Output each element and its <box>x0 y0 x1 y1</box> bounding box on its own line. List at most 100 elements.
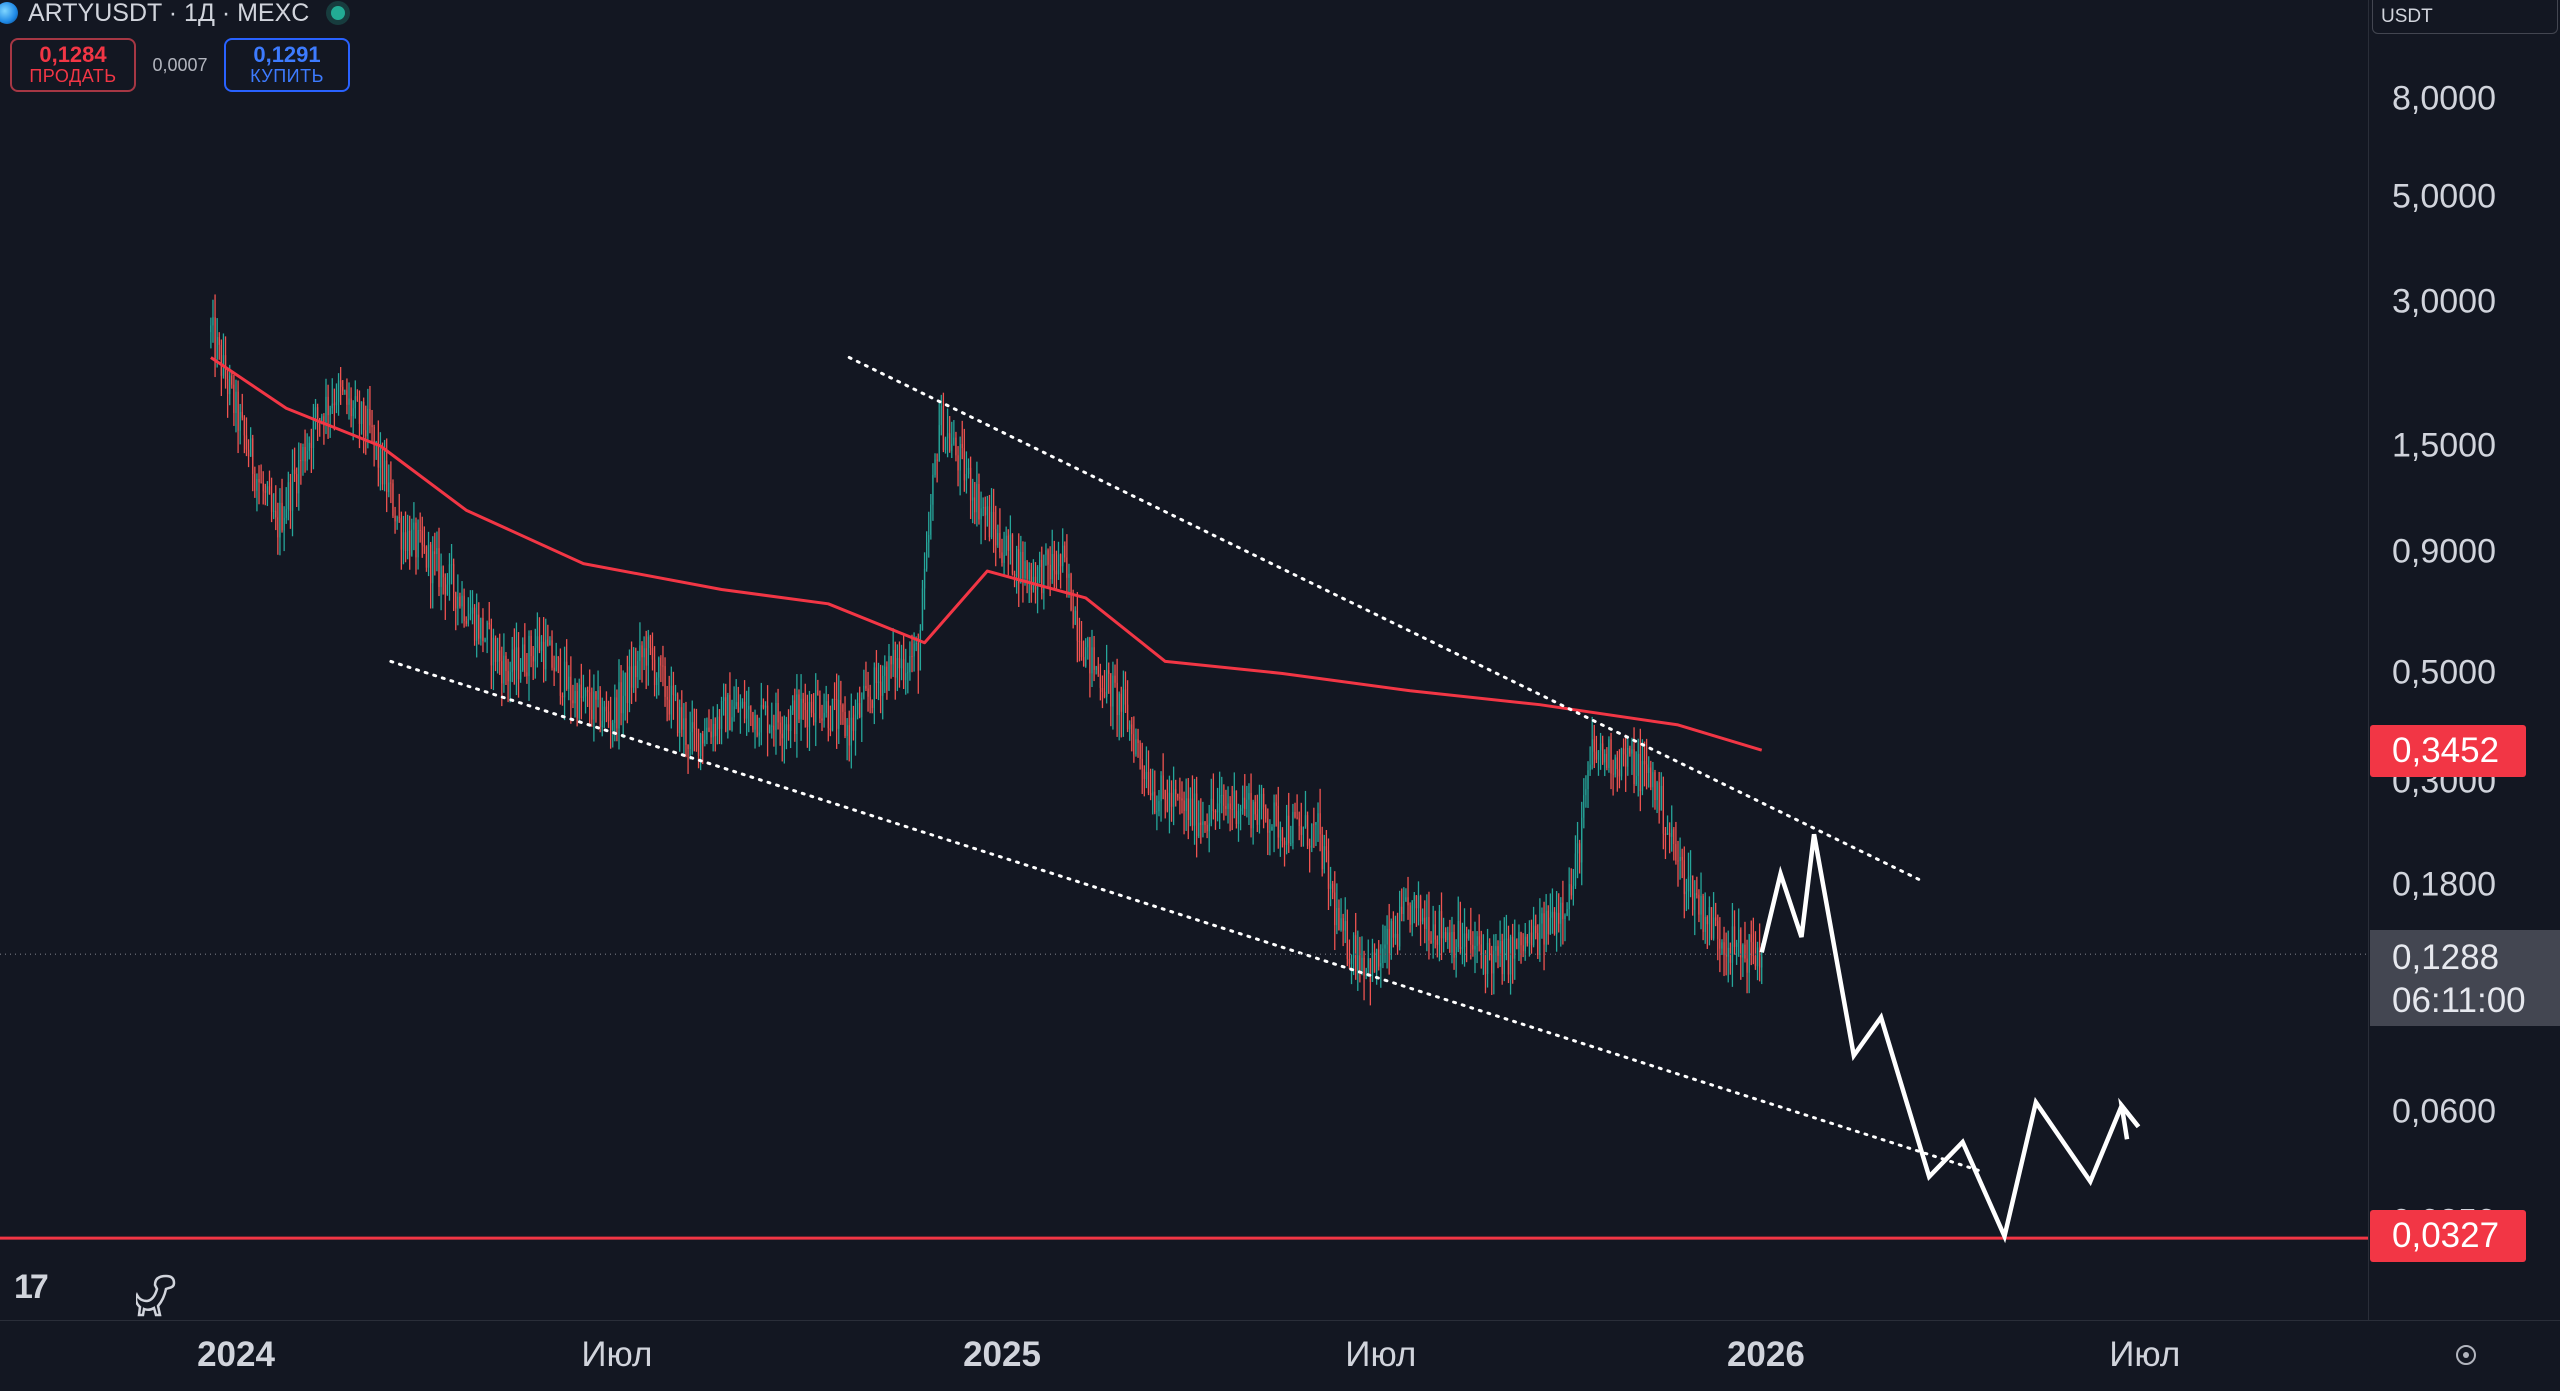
candle-body <box>794 700 796 735</box>
symbol-header[interactable]: ARTYUSDT · 1Д · MEXC <box>0 0 346 27</box>
coin-icon <box>0 2 18 24</box>
candle-body <box>951 443 953 451</box>
candle <box>486 620 488 654</box>
candle <box>549 636 551 646</box>
candle-body <box>605 706 608 712</box>
tradingview-logo-icon[interactable]: 17 <box>14 1268 49 1306</box>
candle <box>1455 939 1457 978</box>
candle <box>804 683 806 728</box>
candle <box>484 637 486 643</box>
settings-icon[interactable] <box>2456 1345 2476 1365</box>
candle <box>578 678 580 723</box>
candle <box>496 637 499 674</box>
candle <box>476 593 478 658</box>
candle <box>863 669 865 700</box>
candle <box>400 511 402 570</box>
sell-button[interactable]: 0,1284 ПРОДАТЬ <box>10 38 136 92</box>
price-axis[interactable] <box>2368 0 2560 1320</box>
candle-body <box>737 702 739 713</box>
candle-body <box>406 530 409 552</box>
candle <box>1547 905 1549 945</box>
candle <box>1045 543 1047 566</box>
candle-body <box>1654 772 1656 801</box>
candle-body <box>1507 938 1510 975</box>
candle <box>1754 931 1757 970</box>
candle-body <box>691 722 693 733</box>
candle <box>1662 776 1665 850</box>
candle-body <box>488 622 490 625</box>
candle-body <box>1677 860 1679 862</box>
currency-selector[interactable]: USDT <box>2372 0 2558 34</box>
candle-body <box>505 655 507 672</box>
candle-body <box>1053 554 1055 571</box>
candle <box>882 665 884 720</box>
candle <box>902 635 905 690</box>
candle <box>1396 912 1399 955</box>
candle <box>1047 548 1049 589</box>
candle <box>743 680 746 724</box>
candle-body <box>496 650 499 662</box>
candle <box>890 655 892 679</box>
candle-body <box>932 474 934 505</box>
candle <box>846 718 848 761</box>
candle <box>789 705 792 749</box>
candle-body <box>1648 767 1650 774</box>
candle-body <box>1566 908 1568 916</box>
candle-body <box>781 733 783 739</box>
candle <box>1635 751 1637 786</box>
candle <box>746 690 748 736</box>
candle-body <box>915 643 917 645</box>
candle <box>473 604 476 646</box>
candle-body <box>1137 739 1139 744</box>
candle <box>526 653 528 684</box>
candle-body <box>1700 895 1702 915</box>
candle-body <box>660 657 662 666</box>
time-axis[interactable] <box>0 1320 2560 1391</box>
candle-body <box>1572 885 1575 896</box>
candle <box>1338 899 1340 931</box>
candle-body <box>1591 739 1593 765</box>
candle <box>256 473 258 512</box>
candle-body <box>212 317 214 326</box>
candle-body <box>373 426 375 444</box>
candle <box>1620 747 1623 781</box>
candle <box>519 658 522 683</box>
candle-body <box>298 460 300 494</box>
candle-body <box>662 665 664 667</box>
candle-body <box>884 666 886 676</box>
candle-body <box>471 607 474 614</box>
candle <box>1181 781 1183 814</box>
candle-body <box>530 635 532 657</box>
dino-icon[interactable] <box>136 1272 180 1318</box>
candle-body <box>1189 798 1192 820</box>
candle-body <box>580 684 582 698</box>
candle <box>1652 761 1654 808</box>
candle-body <box>1532 925 1535 946</box>
candle-body <box>1007 535 1009 551</box>
candle-body <box>869 696 871 701</box>
candle <box>1689 850 1692 898</box>
candle-body <box>1627 747 1629 767</box>
candle-body <box>741 701 744 708</box>
candle-body <box>875 667 878 684</box>
candle-body <box>1606 753 1608 768</box>
candle <box>1645 738 1648 790</box>
candle <box>1698 889 1700 923</box>
candle-body <box>1451 931 1453 953</box>
candle-body <box>653 659 656 686</box>
candle-body <box>1419 895 1422 922</box>
candle <box>505 652 507 685</box>
candle-body <box>337 380 340 403</box>
candle-body <box>898 658 901 669</box>
candle-body <box>233 384 235 413</box>
candle-body <box>316 407 319 419</box>
candle-body <box>633 665 635 688</box>
candle-body <box>704 739 706 744</box>
candle <box>1198 800 1200 839</box>
candle <box>409 515 411 570</box>
buy-button[interactable]: 0,1291 КУПИТЬ <box>224 38 350 92</box>
candle-body <box>1633 749 1635 785</box>
candle <box>1242 785 1244 815</box>
candle <box>1323 834 1325 874</box>
